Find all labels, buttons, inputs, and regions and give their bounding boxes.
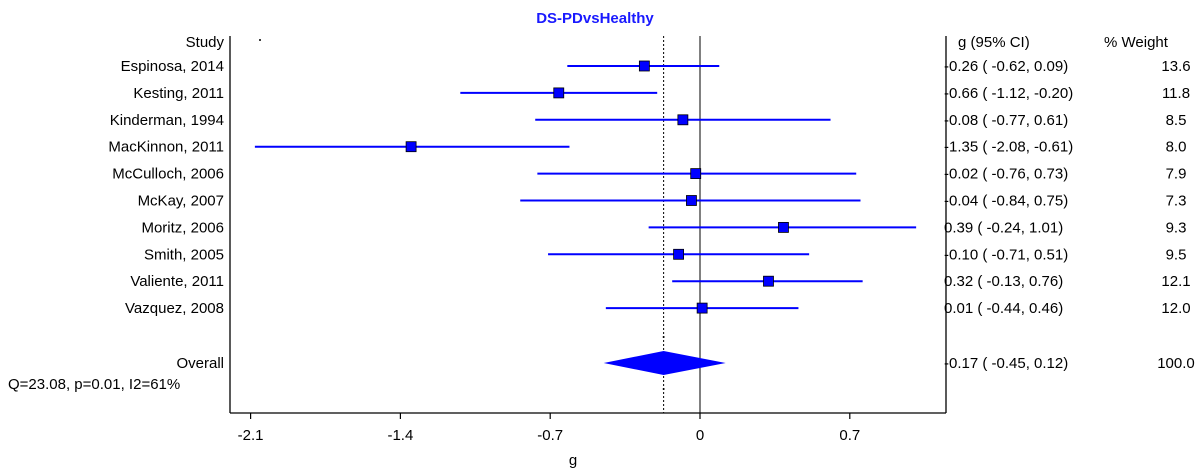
plot-frame [229,36,947,414]
heterogeneity-stats: Q=23.08, p=0.01, I2=61% [8,376,180,393]
study-name: Smith, 2005 [144,246,224,263]
effect-marker [690,168,702,180]
x-tick-label: -1.4 [387,427,413,444]
weight-value: 8.0 [1166,139,1187,156]
chart-title: DS-PDvsHealthy [536,10,654,27]
x-tick-label: 0.7 [839,427,860,444]
weight-value: 12.1 [1161,273,1190,290]
ci-value: -0.66 ( -1.12, -0.20) [944,85,1073,102]
study-row: Valiente, 2011 0.32 ( -0.13, 0.76) 12.1 [130,273,1190,290]
study-row: Kesting, 2011 -0.66 ( -1.12, -0.20) 11.8 [133,85,1190,102]
study-rows: Espinosa, 2014 -0.26 ( -0.62, 0.09) 13.6 Ke… [108,58,1195,390]
ci-value: -0.02 ( -0.76, 0.73) [944,166,1068,183]
overall-weight-value: 100.0 [1157,355,1195,372]
reference-lines [663,36,701,413]
weight-value: 9.5 [1166,246,1187,263]
effect-marker [673,248,684,260]
study-name: Moritz, 2006 [141,219,224,236]
study-row: Smith, 2005 -0.10 ( -0.71, 0.51) 9.5 [144,246,1186,263]
effect-marker [778,221,789,233]
weight-value: 12.0 [1161,300,1190,317]
study-name: Valiente, 2011 [130,273,224,290]
x-tick-label: -0.7 [537,427,563,444]
effect-marker [677,114,689,126]
ci-value: 0.01 ( -0.44, 0.46) [944,300,1063,317]
ci-value: -0.26 ( -0.62, 0.09) [944,58,1068,75]
overall-dot [662,336,665,338]
study-column-header: Study [186,34,225,51]
ci-value: -1.35 ( -2.08, -0.61) [944,139,1073,156]
study-row: Kinderman, 1994 -0.08 ( -0.77, 0.61) 8.5 [110,112,1187,129]
study-name: McKay, 2007 [138,193,224,210]
study-name: Espinosa, 2014 [121,58,224,75]
effect-marker [405,141,417,153]
weight-value: 9.3 [1166,219,1187,236]
effect-marker [638,60,650,72]
effect-marker [686,195,697,206]
ci-column-header: g (95% CI) [958,34,1030,51]
overall-diamond [603,351,726,375]
x-tick-label: -2.1 [238,427,264,444]
overall-ci-value: -0.17 ( -0.45, 0.12) [944,355,1068,372]
weight-value: 7.3 [1166,193,1187,210]
study-row: McKay, 2007 -0.04 ( -0.84, 0.75) 7.3 [138,193,1187,210]
study-row: MacKinnon, 2011 -1.35 ( -2.08, -0.61) 8.0 [108,139,1186,156]
effect-marker [553,87,565,99]
corner-dot [259,39,261,41]
overall-dot [662,388,665,390]
weight-value: 11.8 [1162,85,1190,102]
effect-marker [696,302,708,314]
weight-value: 8.5 [1166,112,1187,129]
x-axis: -2.1 -1.4 -0.7 0 0.7 [238,413,860,444]
weight-value: 7.9 [1166,166,1187,183]
study-row: McCulloch, 2006 -0.02 ( -0.76, 0.73) 7.9 [112,166,1186,183]
effect-marker [763,275,774,287]
weight-value: 13.6 [1161,58,1190,75]
ci-value: -0.04 ( -0.84, 0.75) [944,193,1068,210]
study-name: McCulloch, 2006 [112,166,224,183]
overall-label: Overall [176,355,224,372]
ci-value: -0.10 ( -0.71, 0.51) [944,246,1068,263]
ci-value: -0.08 ( -0.77, 0.61) [944,112,1068,129]
study-name: Vazquez, 2008 [125,300,224,317]
weight-column-header: % Weight [1104,34,1169,51]
study-name: Kinderman, 1994 [110,112,224,129]
study-row: Moritz, 2006 0.39 ( -0.24, 1.01) 9.3 [141,219,1186,236]
overall-row: Overall -0.17 ( -0.45, 0.12) 100.0 [176,336,1195,390]
ci-value: 0.32 ( -0.13, 0.76) [944,273,1063,290]
x-tick-label: 0 [696,427,704,444]
x-axis-label: g [569,452,577,469]
study-row: Espinosa, 2014 -0.26 ( -0.62, 0.09) 13.6 [121,58,1191,75]
study-name: Kesting, 2011 [133,85,224,102]
study-row: Vazquez, 2008 0.01 ( -0.44, 0.46) 12.0 [125,300,1191,317]
study-name: MacKinnon, 2011 [108,139,224,156]
ci-value: 0.39 ( -0.24, 1.01) [944,219,1063,236]
